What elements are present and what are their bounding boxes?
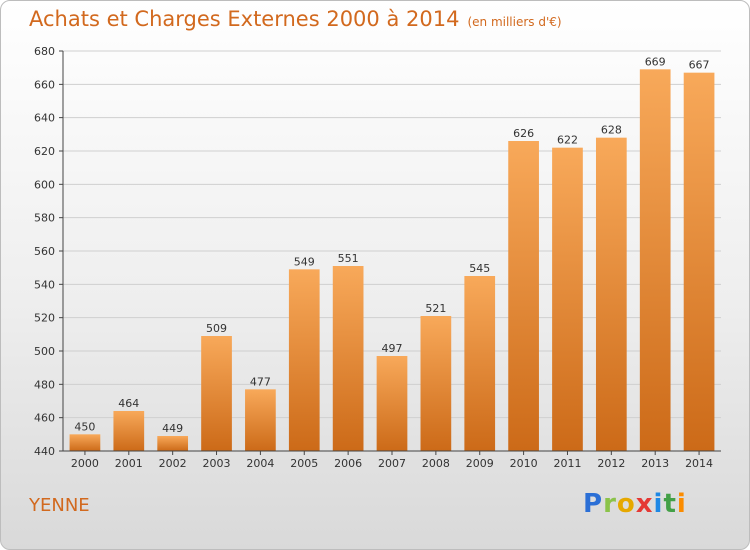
bar-2008 [420,316,452,451]
data-label-2004: 477 [250,375,271,388]
data-label-2007: 497 [382,342,403,355]
y-tick-label: 600 [34,178,55,191]
y-tick-label: 580 [34,212,55,225]
y-tick-label: 560 [34,245,55,258]
bar-2005 [288,269,320,451]
bar-2013 [639,69,671,451]
data-label-2003: 509 [206,322,227,335]
data-label-2009: 545 [469,262,490,275]
y-tick-label: 520 [34,312,55,325]
x-tick-label-2002: 2002 [159,457,187,470]
bar-2007 [376,356,408,451]
bar-2004 [245,389,276,451]
chart-unit: (en milliers d'€) [467,15,562,29]
bar-2000 [69,434,101,451]
bar-2003 [201,336,232,451]
bar-2006 [332,266,364,451]
x-tick-label-2010: 2010 [510,457,538,470]
x-tick-label-2012: 2012 [597,457,625,470]
data-label-2001: 464 [118,397,139,410]
bar-2001 [113,411,145,451]
x-tick-label-2003: 2003 [203,457,231,470]
bar-2012 [595,137,627,451]
bar-2002 [157,436,189,451]
data-label-2011: 622 [557,134,578,147]
x-tick-label-2013: 2013 [641,457,669,470]
x-tick-label-2001: 2001 [115,457,143,470]
x-tick-label-2004: 2004 [246,457,274,470]
data-label-2006: 551 [338,252,359,265]
data-label-2010: 626 [513,127,534,140]
y-tick-label: 480 [34,378,55,391]
y-tick-label: 500 [34,345,55,358]
x-tick-label-2006: 2006 [334,457,362,470]
x-tick-label-2014: 2014 [685,457,713,470]
bar-2014 [683,72,715,452]
bar-2011 [552,147,583,451]
data-label-2008: 521 [425,302,446,315]
chart-title-text: Achats et Charges Externes 2000 à 2014 [29,7,460,31]
data-label-2012: 628 [601,124,622,137]
y-tick-label: 440 [34,445,55,458]
x-tick-label-2011: 2011 [553,457,581,470]
place-name: YENNE [29,495,90,516]
y-tick-label: 660 [34,78,55,91]
data-label-2002: 449 [162,422,183,435]
data-label-2005: 549 [294,255,315,268]
data-label-2000: 450 [74,420,95,433]
y-tick-label: 680 [34,45,55,58]
bar-2009 [464,276,496,451]
y-tick-label: 620 [34,145,55,158]
x-tick-label-2000: 2000 [71,457,99,470]
data-label-2013: 669 [645,55,666,68]
chart-title: Achats et Charges Externes 2000 à 2014 (e… [29,7,562,31]
bar-2010 [508,141,539,451]
y-tick-label: 640 [34,112,55,125]
x-tick-label-2007: 2007 [378,457,406,470]
x-tick-label-2005: 2005 [290,457,318,470]
y-tick-label: 540 [34,278,55,291]
x-tick-label-2008: 2008 [422,457,450,470]
x-tick-label-2009: 2009 [466,457,494,470]
data-label-2014: 667 [689,59,710,72]
proxiti-logo: Proxiti [583,489,687,519]
y-tick-label: 460 [34,412,55,425]
